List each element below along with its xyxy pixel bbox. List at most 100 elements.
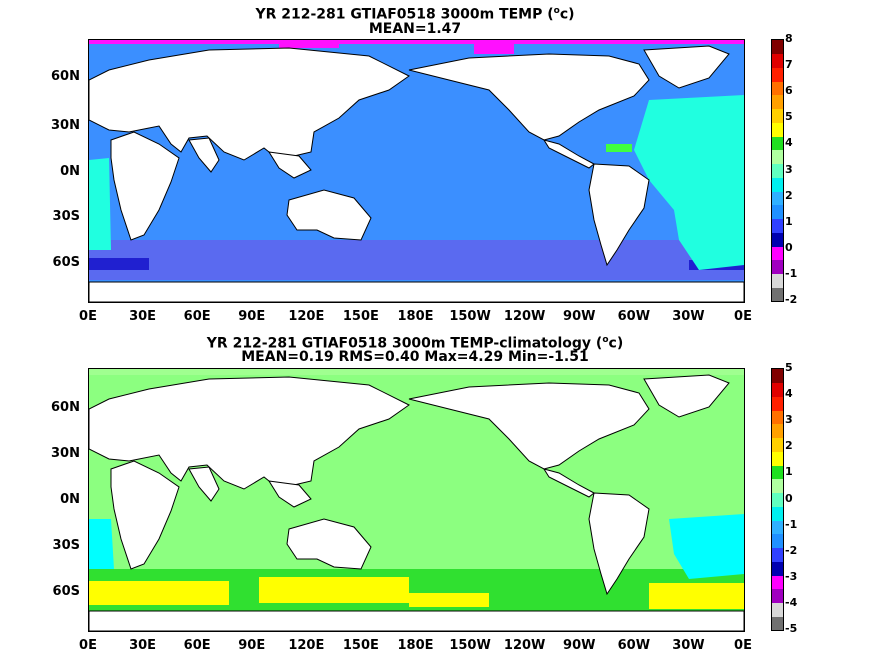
colorbar-segment	[772, 273, 783, 288]
colorbar-tick-label: 7	[785, 58, 793, 72]
atlantic-field	[669, 514, 744, 579]
africa	[110, 131, 180, 241]
panel1-lat-label: 60S	[52, 255, 80, 270]
panel1-map	[88, 39, 745, 303]
lon-label: 60W	[617, 638, 651, 653]
panel1-colorbar	[771, 39, 784, 302]
colorbar-segment	[772, 520, 783, 535]
colorbar-segment	[772, 575, 783, 590]
colorbar-tick-label: 3	[785, 413, 793, 427]
panel1-title-unit: c)	[559, 6, 575, 23]
greenland	[643, 45, 730, 89]
colorbar-segment	[772, 616, 783, 631]
land-masses	[89, 374, 744, 631]
colorbar-tick-label: -2	[785, 543, 798, 557]
north-america	[408, 53, 650, 141]
colorbar-tick-label: 0	[785, 491, 793, 505]
lon-label: 30W	[672, 638, 705, 653]
colorbar-tick-label: -1	[785, 266, 798, 280]
panel2-title-unit: c)	[608, 335, 624, 352]
lon-label: 90W	[563, 309, 596, 324]
colorbar-segment	[772, 259, 783, 275]
colorbar-segment	[772, 287, 783, 302]
colorbar-tick-label: 4	[785, 136, 793, 150]
panel2-lat-label: 0N	[60, 492, 80, 507]
panel2-title-line2: MEAN=0.19 RMS=0.40 Max=4.29 Min=-1.51	[241, 349, 589, 365]
arctic-field	[474, 40, 514, 54]
colorbar-tick-label: 5	[785, 361, 793, 374]
south-america	[588, 163, 650, 267]
lon-label: 60W	[617, 309, 651, 324]
colorbar-segment	[772, 547, 783, 562]
colorbar-segment	[772, 53, 783, 68]
colorbar-segment	[772, 246, 783, 261]
yellow-band	[409, 593, 489, 607]
australia	[286, 518, 372, 570]
lon-label: 30W	[672, 309, 705, 324]
lon-label: 120E	[288, 309, 325, 324]
colorbar-tick-label: 1	[785, 214, 793, 228]
yellow-band	[649, 583, 744, 609]
colorbar-tick-label: 1	[785, 465, 793, 479]
panel2-title-sup: o	[602, 335, 609, 345]
lon-label: 180E	[397, 309, 434, 324]
panel1-title-sup: o	[553, 6, 560, 16]
southern-ocean-band	[89, 240, 744, 280]
colorbar-segment	[772, 602, 783, 617]
panel2-title-line1: YR 212-281 GTIAF0518 3000m TEMP-climatol…	[0, 332, 830, 352]
arctic-field	[89, 369, 744, 375]
lon-label: 180E	[397, 638, 434, 653]
colorbar-segment	[772, 451, 783, 466]
panel2-map-svg	[89, 369, 744, 631]
colorbar-segment	[772, 136, 783, 151]
lon-label: 90W	[563, 638, 596, 653]
lon-label: 60E	[183, 638, 211, 653]
colorbar-segment	[772, 149, 783, 165]
lon-label: 90E	[238, 309, 266, 324]
deep-southern-band	[89, 258, 149, 270]
antarctica	[89, 610, 744, 631]
colorbar-segment	[772, 423, 783, 439]
colorbar-segment	[772, 108, 783, 123]
colorbar-segment	[772, 506, 783, 521]
lon-label: 90E	[238, 638, 266, 653]
colorbar-segment	[772, 81, 783, 96]
colorbar-segment	[772, 232, 783, 247]
lon-label: 30E	[129, 638, 157, 653]
panel2-lat-label: 60S	[52, 584, 80, 599]
colorbar-tick-label: 5	[785, 110, 793, 124]
africa	[110, 460, 180, 570]
indian-edge-field	[89, 158, 111, 250]
panel1-title-text: YR 212-281 GTIAF0518 3000m TEMP (	[255, 6, 554, 23]
colorbar-segment	[772, 465, 783, 480]
lon-label: 0E	[734, 638, 752, 653]
panel1-title-line1: YR 212-281 GTIAF0518 3000m TEMP (oc)	[0, 3, 830, 23]
yellow-band	[259, 577, 409, 603]
south-east-asia	[268, 151, 312, 179]
lon-label: 150E	[342, 309, 379, 324]
lon-label: 0E	[79, 309, 97, 324]
south-east-asia	[268, 480, 312, 508]
colorbar-segment	[772, 122, 783, 137]
arctic-field	[89, 40, 744, 44]
colorbar-tick-label: 2	[785, 188, 793, 202]
colorbar-segment	[772, 177, 783, 192]
colorbar-segment	[772, 410, 783, 425]
colorbar-tick-label: -5	[785, 622, 798, 635]
colorbar-segment	[772, 204, 783, 220]
yellow-band	[89, 581, 229, 605]
land-masses	[89, 45, 744, 302]
indian-edge-field	[89, 519, 114, 569]
panel2-title-text: YR 212-281 GTIAF0518 3000m TEMP-climatol…	[206, 335, 603, 352]
south-america	[588, 492, 650, 596]
colorbar-segment	[772, 382, 783, 397]
colorbar-segment	[772, 40, 783, 55]
colorbar-tick-label: 6	[785, 84, 793, 98]
arabia-india	[188, 466, 220, 502]
panel1-lat-label: 0N	[60, 164, 80, 179]
colorbar-segment	[772, 218, 783, 233]
colorbar-segment	[772, 437, 783, 452]
gulf-field	[606, 144, 632, 152]
colorbar-segment	[772, 561, 783, 576]
colorbar-tick-label: 4	[785, 387, 793, 401]
